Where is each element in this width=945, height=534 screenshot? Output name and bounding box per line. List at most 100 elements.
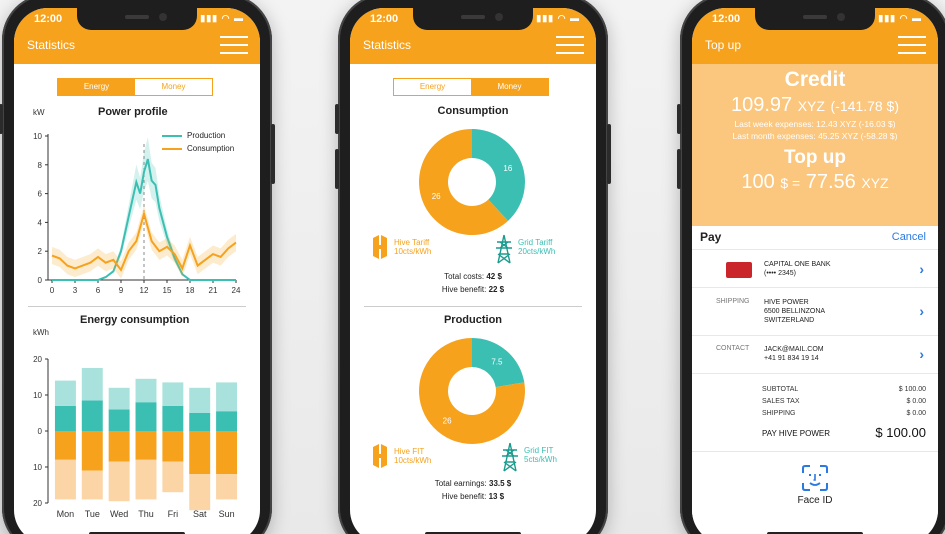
hive-benefit-production: Hive benefit: 13 $: [441, 492, 505, 501]
slice-0: [472, 338, 525, 388]
credit-card-icon: [726, 262, 752, 278]
card-row[interactable]: CAPITAL ONE BANK (•••• 2345) ›: [692, 250, 938, 288]
power-unit: kW: [33, 108, 45, 117]
x-tick-label: 24: [232, 286, 241, 295]
legend-production: Production: [162, 131, 225, 140]
bar-consumption-4: [162, 431, 184, 462]
bar-consumption-5: [189, 431, 211, 475]
tab-energy[interactable]: Energy: [58, 79, 135, 95]
production-donut-chart: 7.5 26: [419, 338, 525, 444]
x-tick-label: 18: [186, 286, 195, 295]
pay-total-row: PAY HIVE POWER $ 100.00: [762, 425, 926, 440]
subtotal-row: SUBTOTAL $ 100.00: [762, 386, 926, 393]
shipping-name: HIVE POWER: [764, 299, 809, 306]
shipping-city: 6500 BELLINZONA: [764, 308, 826, 315]
power-profile-chart: 10 8 6 4 2 00 3 6 9 12 15 18 21 24: [33, 132, 241, 295]
series-band-0: [52, 137, 236, 280]
credit-title: Credit: [784, 68, 846, 91]
x-tick-label: 9: [119, 286, 124, 295]
bar-production-excess-0: [54, 380, 76, 406]
chevron-right-icon: ›: [919, 346, 924, 362]
status-time: 12:00: [370, 13, 399, 25]
bar-production-excess-6: [216, 382, 238, 412]
energy-unit: kWh: [33, 328, 49, 337]
y-tick-label: 0: [38, 427, 43, 436]
tab-money[interactable]: Money: [471, 79, 548, 95]
bar-production-excess-1: [81, 368, 103, 401]
status-time: 12:00: [712, 13, 741, 25]
power-profile-title: Power profile: [98, 106, 168, 118]
signal-wifi-battery-icon: ▮▮▮ ◠ ▬: [200, 13, 244, 23]
y-tick-label: 10: [33, 132, 42, 141]
page-title: Statistics: [363, 38, 412, 52]
credit-panel: Credit 109.97 XYZ (-141.78 $) Last week …: [692, 64, 938, 226]
x-tick-label: Fri: [168, 509, 179, 518]
grid-fit-label: Grid FIT: [524, 446, 554, 455]
slice-0: [472, 129, 525, 221]
hamburger-menu-icon[interactable]: [556, 36, 584, 54]
tab-energy[interactable]: Energy: [419, 82, 446, 91]
phone-top-up: Top up 12:00 ▮▮▮ ◠ ▬ Credit 109.97 XYZ (…: [677, 0, 945, 534]
face-id-area[interactable]: Face ID: [692, 464, 938, 506]
x-tick-label: Thu: [138, 509, 154, 518]
x-tick-label: 21: [209, 286, 218, 295]
apple-pay-logo: Pay: [700, 230, 722, 244]
energy-consumption-chart: 20 10 0 10 20 Mon Tue Wed Thu Fri Sat Sun: [33, 355, 238, 518]
hive-fit-label: Hive FIT: [394, 447, 425, 456]
status-bar: 12:00 ▮▮▮ ◠ ▬: [350, 8, 596, 38]
y-tick-label: 4: [38, 218, 43, 227]
x-tick-label: 12: [140, 286, 149, 295]
bar-production-0: [54, 405, 76, 431]
bar-consumption-grid-0: [54, 459, 76, 500]
tab-money[interactable]: Money: [161, 82, 186, 91]
grid-tariff-label: Grid Tariff: [518, 238, 553, 247]
y-tick-label: 8: [38, 161, 43, 170]
bar-consumption-grid-2: [108, 461, 130, 502]
bar-production-6: [216, 411, 238, 431]
energy-money-toggle: Energy Money: [393, 78, 549, 96]
bar-production-excess-4: [162, 382, 184, 406]
status-bar: 12:00 ▮▮▮ ◠ ▬: [14, 8, 260, 38]
bar-production-4: [162, 405, 184, 431]
bar-consumption-1: [81, 431, 103, 471]
bar-consumption-grid-5: [189, 474, 211, 511]
bar-consumption-6: [216, 431, 238, 475]
bar-consumption-2: [108, 431, 130, 462]
x-tick-label: Tue: [85, 509, 100, 518]
contact-label: CONTACT: [716, 345, 750, 352]
x-tick-label: Sat: [193, 509, 207, 518]
y-tick-label: 20: [33, 499, 42, 508]
x-tick-label: Sun: [219, 509, 235, 518]
contact-row[interactable]: CONTACT JACK@MAIL.COM +41 91 834 19 14 ›: [692, 336, 938, 374]
slice-label-1: 26: [443, 416, 452, 425]
shipping-row[interactable]: SHIPPING HIVE POWER 6500 BELLINZONA SWIT…: [692, 288, 938, 336]
contact-phone: +41 91 834 19 14: [764, 355, 819, 362]
signal-wifi-battery-icon: ▮▮▮ ◠ ▬: [878, 13, 922, 23]
slice-label-1: 26: [432, 192, 441, 201]
series-line-production: [52, 158, 236, 281]
pay-header: Pay Cancel: [692, 226, 938, 250]
hamburger-menu-icon[interactable]: [220, 36, 248, 54]
series-line-consumption: [51, 210, 237, 272]
hamburger-menu-icon[interactable]: [898, 36, 926, 54]
phone-statistics-money: Statistics 12:00 ▮▮▮ ◠ ▬ Energy Money Co…: [335, 0, 611, 534]
cancel-button[interactable]: Cancel: [891, 231, 926, 243]
screen: Statistics 12:00 ▮▮▮ ◠ ▬ Energy Money Po…: [14, 8, 260, 534]
top-up-conversion[interactable]: 100 $ = 77.56 XYZ: [741, 171, 889, 193]
legend-consumption: Consumption: [162, 144, 234, 153]
face-id-icon: [802, 465, 828, 491]
grid-fit-rate: 5cts/kWh: [524, 455, 557, 464]
status-bar: 12:00 ▮▮▮ ◠ ▬: [692, 8, 938, 38]
last-month-expenses: Last month expenses: 45.25 XYZ (-58.28 $…: [732, 131, 898, 141]
y-tick-label: 10: [33, 463, 42, 472]
face-id-label: Face ID: [797, 495, 833, 506]
bar-production-2: [108, 409, 130, 431]
sales-tax-row: SALES TAX $ 0.00: [762, 398, 926, 405]
x-tick-label: 6: [96, 286, 101, 295]
screen: Statistics 12:00 ▮▮▮ ◠ ▬ Energy Money Co…: [350, 8, 596, 534]
signal-wifi-battery-icon: ▮▮▮ ◠ ▬: [536, 13, 580, 23]
energy-money-toggle: Energy Money: [57, 78, 213, 96]
slice-label-0: 16: [503, 164, 512, 173]
bar-consumption-grid-1: [81, 470, 103, 500]
total-costs: Total costs: 42 $: [444, 272, 502, 281]
